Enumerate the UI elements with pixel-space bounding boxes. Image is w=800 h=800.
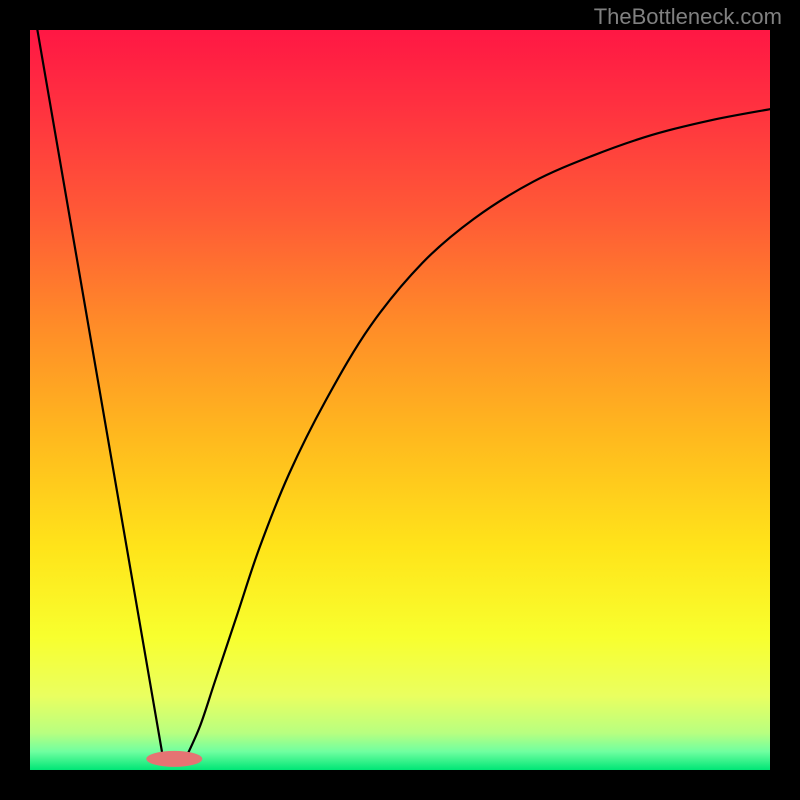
chart-container: TheBottleneck.com [0,0,800,800]
chart-svg [0,0,800,800]
plot-background [30,30,770,770]
watermark-text: TheBottleneck.com [594,4,782,30]
bottom-marker [146,751,202,767]
